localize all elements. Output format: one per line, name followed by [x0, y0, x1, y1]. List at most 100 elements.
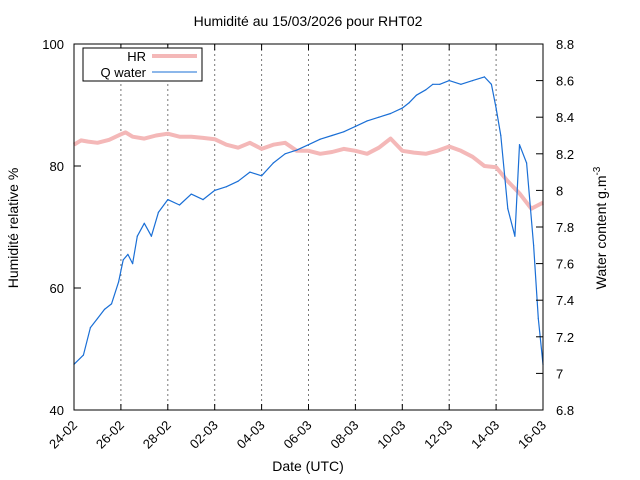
data-point: [507, 180, 509, 182]
data-point: [143, 138, 145, 140]
data-point: [378, 147, 380, 149]
data-point: [110, 303, 113, 305]
x-tick-label: 24-02: [46, 418, 80, 452]
data-point: [132, 136, 134, 138]
data-point: [526, 162, 528, 164]
data-point: [533, 244, 535, 246]
x-tick-label: 06-03: [281, 418, 315, 452]
data-point: [157, 211, 159, 213]
data-point: [82, 354, 84, 356]
data-point: [284, 153, 286, 155]
data-point: [136, 235, 138, 237]
data-point: [307, 144, 310, 146]
data-point: [225, 144, 227, 146]
x-tick-label: 08-03: [327, 418, 361, 452]
data-point: [272, 144, 274, 146]
x-tick-label: 10-03: [374, 418, 408, 452]
legend-box: [82, 47, 203, 82]
data-point: [237, 180, 239, 182]
data-point: [143, 222, 145, 224]
data-point: [261, 175, 263, 177]
legend: HR Q water: [82, 47, 203, 82]
y-axis-left-title: Humidité relative %: [5, 168, 21, 289]
data-point: [495, 107, 497, 109]
data-point: [284, 142, 286, 144]
y-axis-right: 6.8 7 7.2 7.4 7.6 7.8 8 8.2 8.4 8.6 8.8: [536, 37, 574, 418]
data-point: [202, 137, 204, 139]
data-point: [460, 83, 462, 85]
data-point: [425, 153, 427, 155]
data-point: [483, 165, 485, 167]
data-point: [167, 133, 169, 135]
data-point: [460, 150, 462, 152]
data-point: [118, 281, 120, 283]
y-right-tick-label: 7.6: [556, 257, 574, 272]
y-right-tick-label: 7.2: [556, 330, 574, 345]
data-point: [96, 317, 99, 320]
x-axis: 24-02 26-02 28-02 02-03 04-03 06-03 08-03 10-03…: [46, 44, 549, 452]
data-point: [495, 166, 497, 168]
y-axis-right-title: Water content g.m-3: [592, 166, 609, 289]
data-point: [190, 193, 192, 195]
y-axis-left: 40 60 80 100: [42, 37, 81, 418]
x-tick-label: 26-02: [93, 418, 127, 452]
data-point: [401, 150, 403, 152]
y-right-tick-label: 8.4: [556, 110, 574, 125]
data-point: [366, 153, 368, 155]
data-point: [448, 145, 450, 148]
data-point: [343, 148, 345, 150]
data-point: [249, 171, 251, 173]
data-point: [425, 89, 427, 91]
y-right-tick-label: 7.4: [556, 293, 574, 308]
y-right-tick-label: 8.6: [556, 74, 574, 89]
data-point: [366, 120, 368, 122]
data-point: [413, 152, 415, 154]
y-left-tick-label: 40: [50, 403, 64, 418]
data-point: [261, 148, 263, 150]
data-point: [178, 136, 181, 138]
data-point: [214, 138, 216, 140]
data-point: [178, 204, 181, 206]
data-point: [319, 153, 321, 155]
data-point: [225, 186, 227, 188]
series-hr: [72, 130, 544, 211]
data-point: [96, 142, 99, 144]
data-point: [507, 208, 509, 210]
y-left-tick-label: 100: [42, 37, 64, 52]
data-point: [518, 192, 521, 194]
legend-label-qwater: Q water: [100, 65, 146, 80]
data-point: [296, 149, 298, 151]
data-point: [390, 112, 392, 115]
data-point: [390, 138, 392, 140]
y-right-tick-label: 7.8: [556, 220, 574, 235]
data-point: [120, 133, 122, 135]
data-point: [127, 253, 129, 255]
data-point: [108, 139, 110, 141]
data-point: [155, 134, 157, 137]
y-right-tick-label: 8.8: [556, 37, 574, 52]
x-tick-label: 14-03: [468, 418, 502, 452]
data-point: [415, 94, 417, 96]
data-point: [237, 147, 239, 149]
data-point: [472, 156, 474, 158]
data-point: [483, 76, 485, 78]
x-tick-label: 04-03: [234, 418, 268, 452]
data-point: [537, 317, 539, 320]
data-point: [307, 150, 310, 152]
data-point: [150, 235, 152, 237]
data-point: [122, 259, 124, 261]
data-point: [378, 116, 380, 118]
x-tick-label: 16-03: [515, 418, 549, 452]
x-tick-label: 28-02: [140, 418, 174, 452]
y-right-tick-label: 7: [556, 366, 563, 381]
y-left-tick-label: 80: [50, 159, 64, 174]
data-point: [202, 199, 204, 201]
data-point: [401, 107, 403, 109]
legend-label-hr: HR: [127, 49, 146, 64]
data-point: [490, 83, 492, 85]
data-point: [500, 134, 502, 137]
chart-title: Humidité au 15/03/2026 pour RHT02: [194, 13, 423, 29]
data-point: [432, 83, 434, 85]
data-point: [319, 138, 321, 140]
